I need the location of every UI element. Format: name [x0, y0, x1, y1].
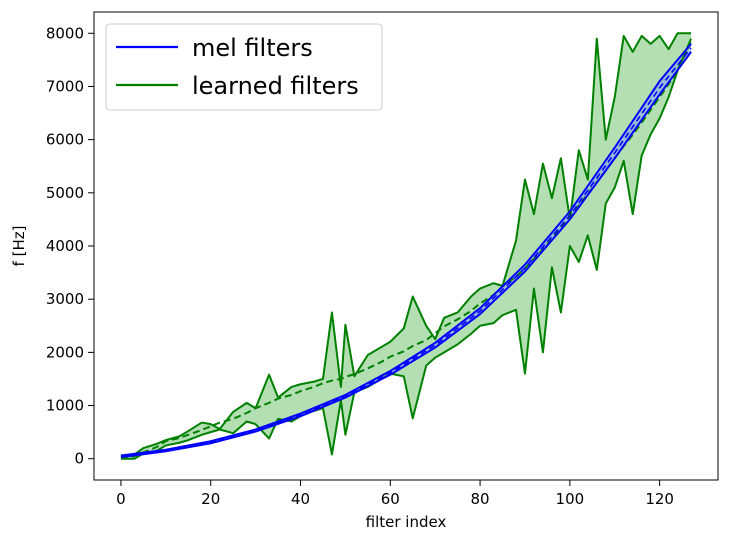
x-tick-label: 20	[201, 490, 220, 508]
legend-label-mel: mel filters	[192, 34, 313, 62]
y-tick-label: 6000	[46, 131, 84, 149]
y-tick-label: 4000	[46, 237, 84, 255]
x-tick-label: 120	[645, 490, 674, 508]
learned-band-fill	[120, 33, 692, 459]
x-tick-label: 40	[291, 490, 310, 508]
learned-lower-line	[120, 38, 692, 460]
legend-frame	[105, 23, 383, 111]
x-tick-label: 0	[116, 490, 126, 508]
mel-lower-line	[120, 51, 692, 459]
y-tick-label: 1000	[46, 397, 84, 415]
y-tick-label: 5000	[46, 184, 84, 202]
y-axis-label: f [Hz]	[10, 226, 28, 267]
x-tick-label: 100	[556, 490, 585, 508]
y-tick-label: 0	[74, 450, 84, 468]
y-tick-label: 3000	[46, 290, 84, 308]
legend: mel filters learned filters	[105, 23, 383, 111]
x-tick-label: 60	[381, 490, 400, 508]
x-axis: 0 20 40 60 80 100 120	[116, 480, 674, 508]
x-tick-label: 80	[471, 490, 490, 508]
series-lines	[120, 32, 692, 460]
fill-areas	[120, 33, 692, 459]
learned-upper-line	[120, 32, 692, 458]
mel-upper-line	[120, 43, 692, 457]
y-tick-label: 2000	[46, 343, 84, 361]
legend-label-learned: learned filters	[192, 72, 359, 100]
y-tick-label: 7000	[46, 77, 84, 95]
y-axis: 0 1000 2000 3000 4000 5000 6000 7000 8000	[46, 24, 94, 468]
y-tick-label: 8000	[46, 24, 84, 42]
x-axis-label: filter index	[366, 513, 447, 531]
mel-center-line	[120, 47, 692, 458]
